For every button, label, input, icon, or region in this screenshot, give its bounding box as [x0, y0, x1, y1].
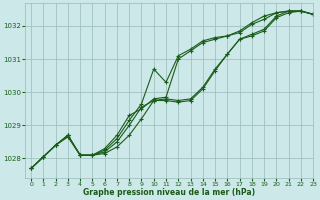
X-axis label: Graphe pression niveau de la mer (hPa): Graphe pression niveau de la mer (hPa) — [83, 188, 255, 197]
